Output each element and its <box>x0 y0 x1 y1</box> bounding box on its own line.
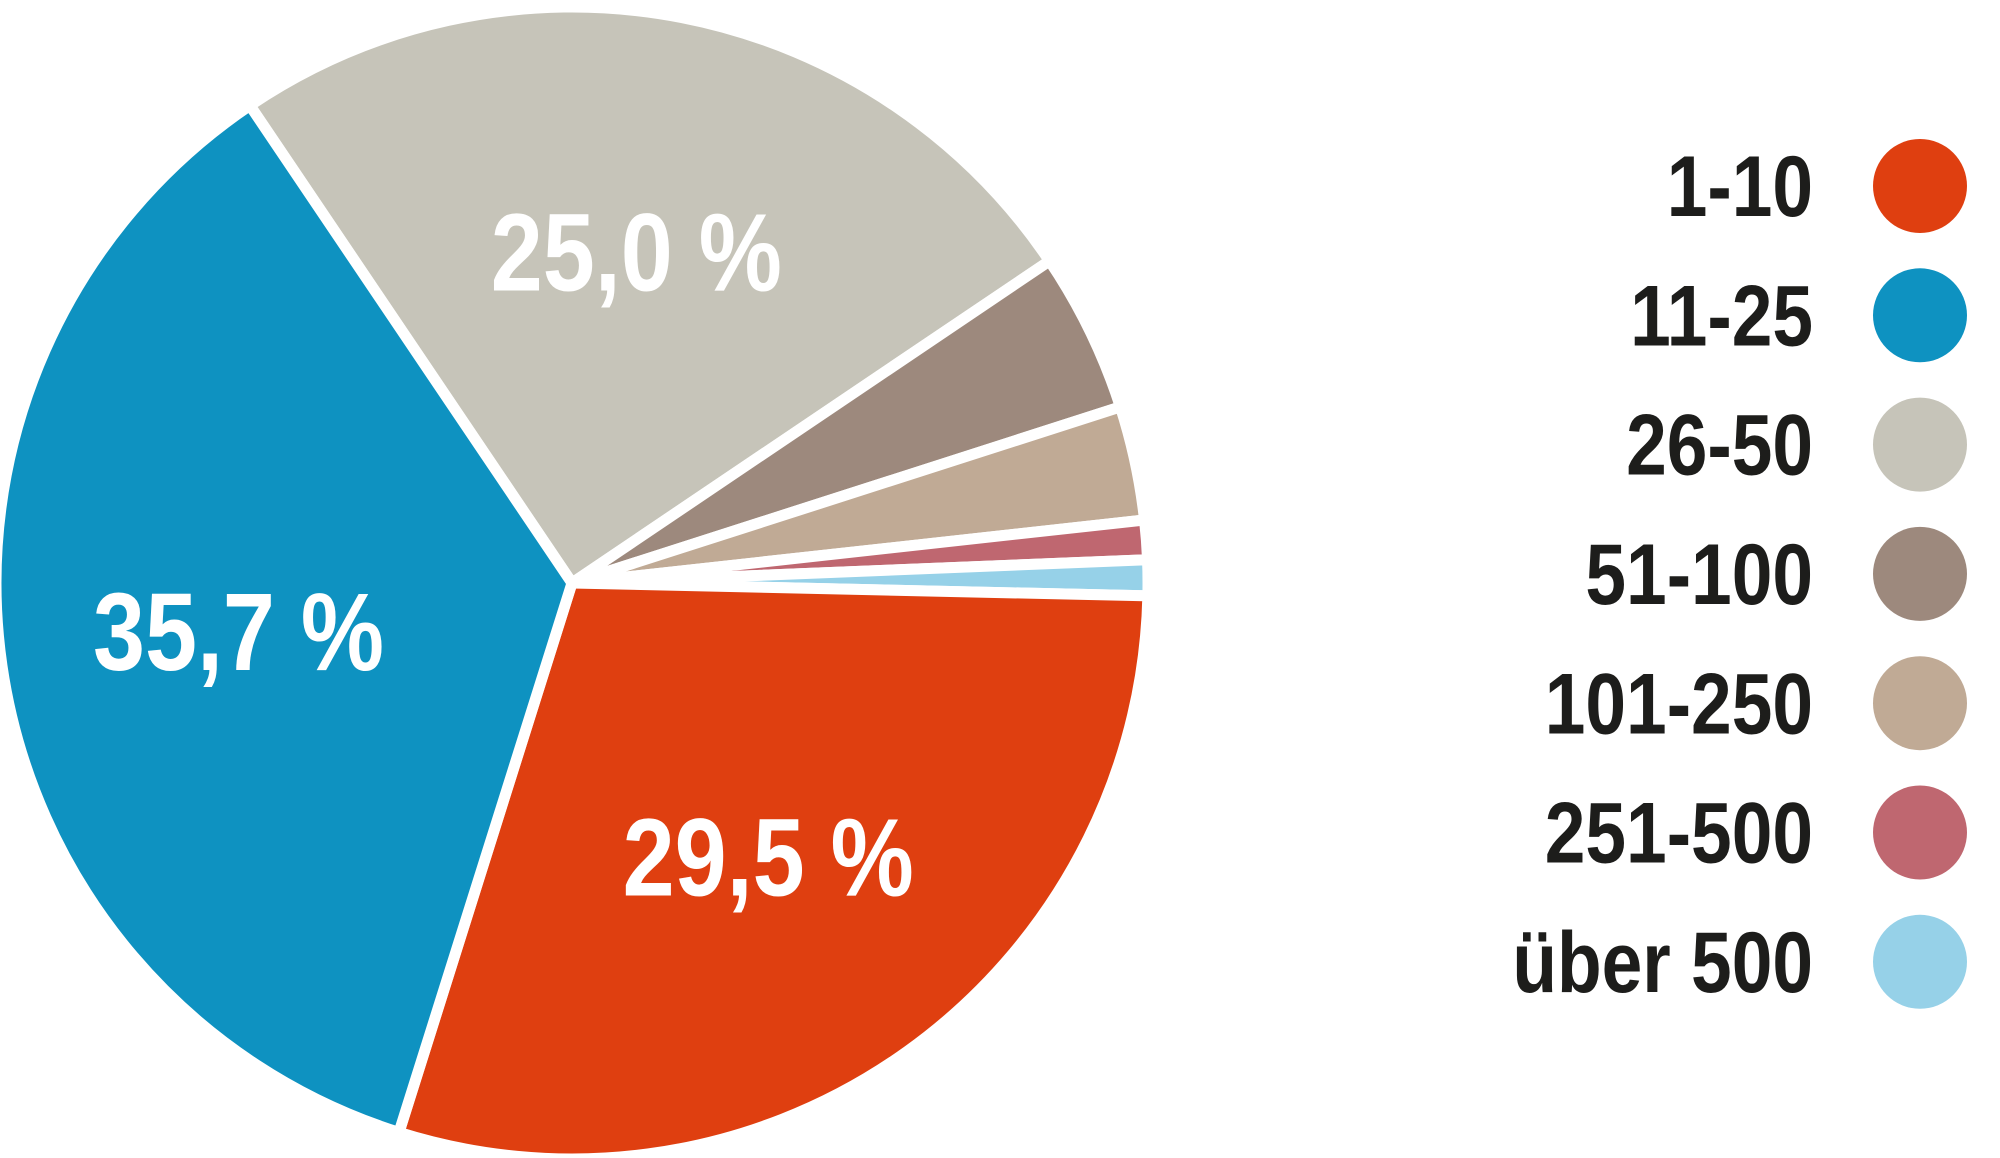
pie-slice-value-label: 29,5 % <box>623 796 914 919</box>
pie-slice-26-50 <box>242 1 1058 591</box>
legend-color-dot-icon <box>1873 268 1967 363</box>
legend-item-label: über 500 <box>1512 914 1813 1010</box>
legend-color-dot-icon <box>1873 526 1967 621</box>
legend-item-251-500: 251-500 <box>1545 785 1967 881</box>
legend-color-dot-icon <box>1873 397 1967 492</box>
chart-legend: 1-10 11-25 26-50 51-100 101-250 251-500 über 5… <box>1512 139 1967 1010</box>
legend-color-dot-icon <box>1873 914 1967 1009</box>
legend-item-über-500: über 500 <box>1512 914 1967 1010</box>
legend-item-label: 1-10 <box>1667 139 1813 235</box>
legend-item-26-50: 26-50 <box>1626 397 1967 493</box>
legend-item-101-250: 101-250 <box>1545 656 1967 752</box>
legend-item-label: 11-25 <box>1630 268 1813 364</box>
pie-slice-11-25 <box>0 97 579 1140</box>
legend-item-label: 51-100 <box>1585 526 1813 622</box>
legend-color-dot-icon <box>1873 139 1967 233</box>
legend-item-11-25: 11-25 <box>1630 268 1967 364</box>
pie-slice-value-label: 25,0 % <box>491 192 782 315</box>
pie-slice-value-label: 35,7 % <box>93 571 384 694</box>
legend-item-51-100: 51-100 <box>1585 526 1967 622</box>
legend-item-label: 101-250 <box>1545 656 1813 752</box>
legend-item-label: 26-50 <box>1626 397 1813 493</box>
legend-color-dot-icon <box>1873 656 1967 751</box>
pie-slice-1-10 <box>392 577 1154 1158</box>
legend-item-1-10: 1-10 <box>1667 139 1967 235</box>
pie-slice-labels: 25,0 % 29,5 % 35,7 % <box>93 192 914 920</box>
legend-item-label: 251-500 <box>1545 785 1813 881</box>
legend-color-dot-icon <box>1873 785 1967 880</box>
pie-slices <box>0 1 1154 1158</box>
